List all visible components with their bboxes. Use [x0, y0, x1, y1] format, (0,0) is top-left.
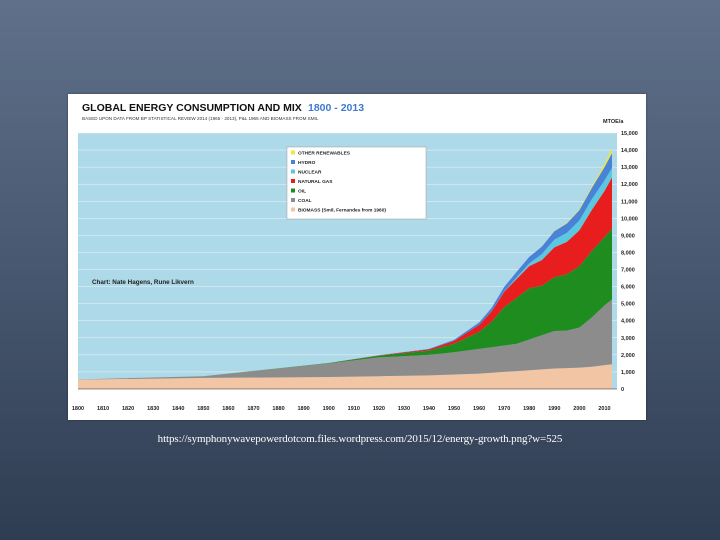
y-axis-unit-label: MTOE/a: [603, 119, 624, 125]
y-tick-label: 6,000: [621, 285, 635, 291]
legend-label-natural: NATURAL GAS: [298, 179, 333, 185]
x-tick-label: 1870: [247, 406, 259, 412]
y-tick-label: 11,000: [621, 199, 638, 205]
chart-title: GLOBAL ENERGY CONSUMPTION AND MIX: [82, 102, 302, 114]
legend-label-oil: OIL: [298, 189, 306, 195]
x-tick-label: 1890: [298, 406, 310, 412]
energy-chart: 0 1,000 2,000 3,000 4,000 5,000 6,000 7,000 8,00…: [68, 94, 646, 420]
legend-swatch-other: [291, 150, 295, 155]
legend-swatch-natural: [291, 179, 295, 183]
legend-swatch-nuclear: [291, 169, 295, 174]
area-series-oil: [78, 228, 612, 380]
x-tick-label: 1940: [423, 406, 435, 412]
x-tick-label: 1910: [348, 406, 360, 412]
legend-swatch-coal: [291, 198, 295, 202]
legend-swatch-hydro: [291, 160, 295, 164]
legend: OTHER RENEWABLES HYDRO NUCLEAR NATURAL GAS O…: [286, 146, 427, 220]
x-tick-labels: 1800 1810 1820 1830 1840 1850 1860 1870 1880 1890…: [72, 406, 611, 412]
y-tick-label: 9,000: [621, 233, 635, 239]
y-tick-label: 12,000: [621, 182, 638, 188]
y-tick-label: 2,000: [621, 353, 635, 359]
chart-date-range: 1800 - 2013: [308, 102, 364, 114]
y-tick-label: 15,000: [621, 131, 638, 137]
x-tick-label: 2000: [573, 406, 585, 412]
y-tick-label: 5,000: [621, 302, 635, 308]
x-tick-label: 1950: [448, 406, 460, 412]
y-tick-label: 1,000: [621, 370, 635, 376]
legend-label-hydro: HYDRO: [298, 160, 316, 166]
x-tick-label: 1900: [323, 406, 335, 412]
legend-label-biomass: BIOMASS (Smil, Fernandes from 1960): [298, 208, 386, 214]
x-tick-label: 1920: [373, 406, 385, 412]
x-tick-label: 1820: [122, 406, 134, 412]
area-series-natural: [78, 177, 612, 380]
y-tick-label: 14,000: [621, 148, 638, 154]
y-tick-label: 10,000: [621, 216, 638, 222]
x-tick-label: 1980: [523, 406, 535, 412]
legend-label-nuclear: NUCLEAR: [298, 170, 322, 176]
legend-label-other: OTHER RENEWABLES: [298, 151, 351, 157]
y-tick-label: 0: [621, 387, 624, 393]
x-tick-label: 1850: [197, 406, 209, 412]
x-tick-label: 2010: [598, 406, 610, 412]
source-url-caption: https://symphonywavepowerdotcom.files.wo…: [157, 433, 563, 445]
y-tick-label: 7,000: [621, 268, 635, 274]
x-tick-label: 1880: [272, 406, 284, 412]
area-series-coal: [78, 299, 612, 380]
area-series-biomass: [78, 364, 612, 389]
y-tick-label: 13,000: [621, 165, 638, 171]
legend-label-coal: COAL: [298, 198, 312, 204]
y-tick-labels: 0 1,000 2,000 3,000 4,000 5,000 6,000 7,000 8,00…: [621, 131, 638, 393]
legend-swatch-oil: [291, 188, 295, 193]
stacked-areas: [78, 148, 612, 389]
chart-svg: 0 1,000 2,000 3,000 4,000 5,000 6,000 7,000 8,00…: [72, 102, 638, 412]
x-tick-label: 1970: [498, 406, 510, 412]
y-tick-label: 4,000: [621, 319, 635, 325]
x-tick-label: 1990: [548, 406, 560, 412]
legend-box: [286, 146, 427, 220]
legend-swatch-biomass: [291, 207, 295, 212]
y-tick-label: 8,000: [621, 250, 635, 256]
x-tick-label: 1830: [147, 406, 159, 412]
chart-credit: Chart: Nate Hagens, Rune Likvern: [92, 279, 194, 286]
chart-subtitle: BASED UPON DATA FROM BP STATISTICAL REVI…: [82, 116, 319, 121]
x-tick-label: 1860: [222, 406, 234, 412]
x-tick-label: 1960: [473, 406, 485, 412]
x-tick-label: 1800: [72, 406, 84, 412]
x-tick-label: 1840: [172, 406, 184, 412]
x-tick-label: 1810: [97, 406, 109, 412]
x-tick-label: 1930: [398, 406, 410, 412]
y-tick-label: 3,000: [621, 336, 635, 342]
